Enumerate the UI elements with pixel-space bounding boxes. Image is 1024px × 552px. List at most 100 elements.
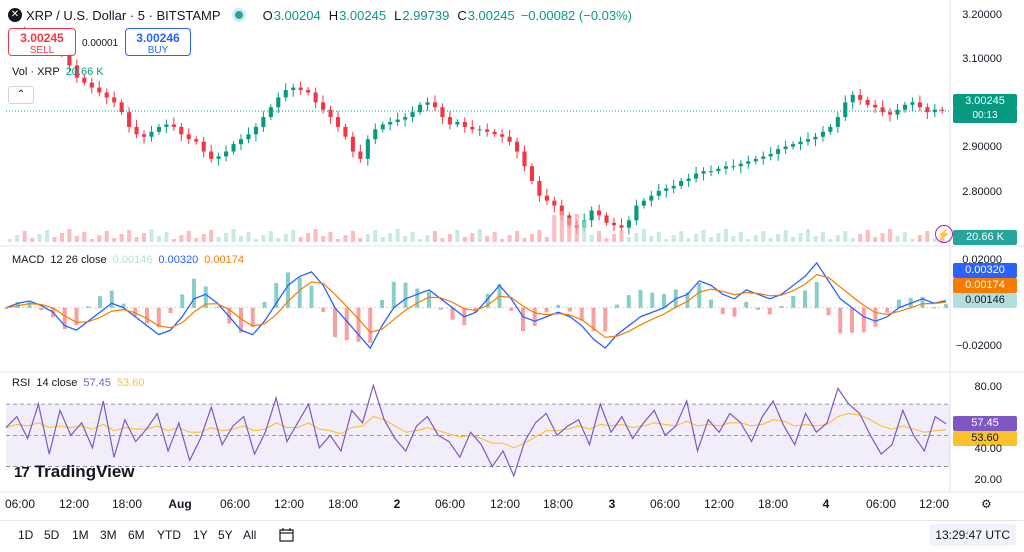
macd-histogram-bar (603, 307, 608, 332)
volume-bar (276, 238, 281, 242)
time-tick: 06:00 (649, 497, 681, 511)
rsi-tick: 80.00 (974, 381, 1002, 393)
volume-bar (298, 237, 303, 242)
macd-histogram-bar (767, 307, 772, 315)
sell-button[interactable]: 3.00245 SELL (8, 28, 76, 56)
macd-legend[interactable]: MACD 12 26 close 0.00146 0.00320 0.00174 (12, 254, 250, 266)
last-price-label: 3.00245 (953, 94, 1017, 109)
macd-histogram-bar (321, 307, 326, 312)
candle-body (485, 129, 490, 132)
candle-body (611, 222, 617, 226)
macd-hist-axis-label: 0.00146 (953, 293, 1017, 308)
volume-bar (835, 235, 840, 242)
volume-bar (127, 230, 132, 242)
volume-legend[interactable]: Vol · XRP 20.66 K (12, 66, 104, 78)
volume-bar (7, 239, 12, 242)
macd-histogram-bar (368, 307, 373, 343)
volume-bar (544, 237, 549, 242)
candle-body (201, 141, 206, 152)
symbol-header[interactable]: ✕ XRP / U.S. Dollar · 5 · BITSTAMP O 3.00… (8, 6, 632, 24)
volume-bar (119, 234, 124, 242)
volume-bar (52, 237, 57, 242)
macd-histogram-bar (309, 285, 314, 308)
volume-bar (171, 239, 176, 242)
candle-body (373, 129, 378, 140)
macd-histogram-bar (697, 282, 702, 308)
timeframe-1y[interactable]: 1Y (193, 528, 208, 542)
candle-body (843, 102, 848, 118)
timeframe-3m[interactable]: 3M (100, 528, 117, 542)
buy-button[interactable]: 3.00246 BUY (125, 28, 191, 56)
candle-body (238, 139, 244, 145)
volume-bar (656, 232, 661, 242)
timeframe-ytd[interactable]: YTD (157, 528, 181, 542)
timeframe-1d[interactable]: 1D (18, 528, 34, 542)
time-tick: 18:00 (111, 497, 143, 511)
macd-histogram-bar (591, 307, 596, 332)
time-tick: 4 (822, 497, 830, 511)
chart-canvas[interactable] (0, 0, 1024, 520)
macd-histogram-bar (380, 299, 384, 308)
volume-bar (522, 238, 527, 242)
volume-bar (641, 229, 646, 242)
timeframe-1m[interactable]: 1M (72, 528, 89, 542)
candle-body (112, 97, 117, 103)
macd-signal-value: 0.00174 (204, 254, 244, 266)
volume-bar (216, 237, 221, 242)
candle-body (925, 107, 930, 113)
time-tick: 06:00 (4, 497, 36, 511)
calendar-range-icon[interactable] (278, 526, 296, 544)
volume-axis-label: 20.66 K (953, 230, 1017, 245)
candle-body (858, 94, 863, 100)
lightning-icon[interactable]: ⚡ (935, 225, 953, 243)
volume-bar (731, 236, 736, 242)
volume-bar (141, 233, 147, 242)
volume-bar (738, 232, 743, 242)
macd-histogram-bar (121, 303, 126, 308)
settings-gear-icon[interactable]: ⚙ (981, 497, 992, 511)
candle-body (335, 117, 341, 127)
candle-body (768, 153, 773, 157)
timeframe-6m[interactable]: 6M (128, 528, 145, 542)
volume-bar (209, 230, 214, 242)
macd-histogram-bar (944, 304, 948, 308)
volume-bar (537, 230, 542, 242)
candle-body (127, 112, 132, 127)
chevron-up-icon[interactable]: ⌃ (8, 86, 34, 104)
bar-countdown: 00:13 (953, 108, 1017, 123)
time-tick: 12:00 (489, 497, 521, 511)
candle-body (552, 200, 557, 206)
macd-histogram-bar (638, 289, 643, 308)
time-tick: 12:00 (918, 497, 950, 511)
volume-bar (880, 233, 885, 242)
rsi-axis-label: 57.45 (953, 416, 1017, 431)
macd-histogram-bar (168, 307, 173, 314)
market-status-dot (234, 11, 243, 19)
volume-bar (746, 239, 751, 242)
volume-bar (343, 235, 348, 242)
volume-bar (22, 231, 27, 242)
volume-bar (716, 233, 721, 242)
macd-histogram-bar (203, 286, 208, 308)
macd-histogram-bar (74, 307, 79, 325)
macd-histogram-bar (920, 296, 925, 308)
rsi-legend[interactable]: RSI 14 close 57.45 53.60 (12, 377, 150, 389)
volume-bar (112, 238, 117, 242)
volume-bar (776, 234, 781, 242)
volume-bar (224, 233, 229, 242)
volume-bar (425, 235, 430, 242)
candle-body (776, 149, 781, 154)
volume-bar (686, 238, 691, 242)
timeframe-5y[interactable]: 5Y (218, 528, 233, 542)
candle-body (82, 77, 87, 83)
utc-clock[interactable]: 13:29:47 UTC (929, 524, 1016, 546)
candle-body (306, 90, 311, 93)
macd-histogram-bar (391, 281, 396, 308)
timeframe-5d[interactable]: 5D (44, 528, 60, 542)
symbol-title[interactable]: XRP / U.S. Dollar · 5 · BITSTAMP (26, 7, 221, 23)
macd-histogram-bar (650, 292, 655, 308)
timeframe-all[interactable]: All (243, 528, 257, 542)
volume-bar (97, 235, 102, 242)
volume-bar (30, 238, 35, 242)
macd-histogram-bar (861, 307, 866, 333)
